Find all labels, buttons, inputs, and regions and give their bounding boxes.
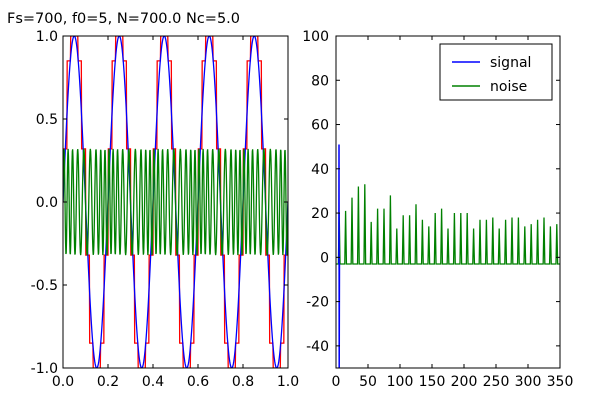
right-y-tick-label: 100: [302, 29, 329, 45]
right-x-tick-label: 50: [359, 374, 377, 390]
right-y-tick-label: 40: [311, 162, 329, 178]
left-y-tick-label: -0.5: [31, 278, 58, 294]
right-y-tick-label: 80: [311, 73, 329, 89]
left-y-tick-label: 0.0: [36, 195, 58, 211]
right-x-tick-label: 200: [451, 374, 478, 390]
right-plot-frame: [335, 35, 561, 369]
left-y-tick-label: 0.5: [36, 112, 58, 128]
legend-box: [439, 43, 553, 101]
right-x-tick-label: 350: [547, 374, 574, 390]
series-signal-spectrum: [338, 144, 341, 368]
left-y-tick-label: 1.0: [36, 29, 58, 45]
series-noise-spectrum: [336, 184, 560, 265]
legend: signal noise: [439, 43, 553, 101]
right-x-tick-label: 300: [515, 374, 542, 390]
left-x-tick-label: 0.2: [97, 374, 119, 390]
right-y-tick-label: -20: [306, 295, 329, 311]
legend-signal-label: signal: [490, 55, 531, 71]
left-x-tick-label: 0.6: [187, 374, 209, 390]
left-y-tick-label: -1.0: [31, 361, 58, 377]
right-x-tick-label: 150: [419, 374, 446, 390]
spectrum-plot: 0 50 100 150 200 250 300 350100806040200-20-40 …: [302, 29, 573, 390]
right-y-tick-label: 20: [311, 206, 329, 222]
right-y-tick-label: -40: [306, 339, 329, 355]
right-y-tick-label: 60: [311, 118, 329, 134]
left-x-tick-label: 0.8: [232, 374, 254, 390]
left-x-tick-label: 1.0: [277, 374, 299, 390]
left-x-tick-label: 0.0: [52, 374, 74, 390]
right-x-tick-label: 250: [483, 374, 510, 390]
right-y-tick-label: 0: [320, 250, 329, 266]
series-noise-line: [63, 148, 288, 256]
legend-noise-label: noise: [490, 79, 527, 95]
right-x-tick-label: 100: [387, 374, 414, 390]
left-x-tick-label: 0.4: [142, 374, 164, 390]
right-x-tick-label: 0: [332, 374, 341, 390]
left-plot-title: Fs=700, f0=5, N=700.0 Nc=5.0: [7, 11, 240, 27]
time-domain-plot: Fs=700, f0=5, N=700.0 Nc=5.0 0.0 0.2 0.4 0.…: [7, 11, 299, 390]
